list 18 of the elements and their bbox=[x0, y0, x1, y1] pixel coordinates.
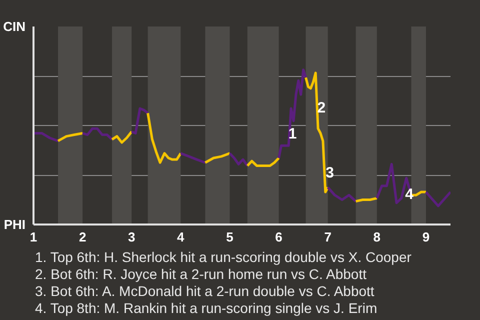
annotation: 3 bbox=[326, 164, 334, 182]
text: PHI bbox=[4, 217, 26, 232]
text: 3. Bot 6th: A. McDonald hit a 2-run double vs C. Abbott bbox=[35, 283, 374, 299]
x-tick-label: 4 bbox=[177, 230, 186, 244]
x-tick-label: 6 bbox=[275, 230, 282, 244]
annotation: 4 bbox=[405, 186, 414, 204]
annotation: 1 bbox=[288, 126, 297, 143]
x-tick-label: 9 bbox=[422, 230, 430, 244]
x-tick-label: 5 bbox=[226, 230, 234, 244]
text: 2. Bot 6th: R. Joyce hit a 2-run home run vs C. Abbott bbox=[35, 266, 367, 282]
text: 4. Top 8th: M. Rankin hit a run-scoring single vs J. Erim bbox=[35, 300, 378, 316]
text: 1. Top 6th: H. Sherlock hit a run-scoring double vs X. Cooper bbox=[35, 249, 412, 265]
x-tick-label: 3 bbox=[128, 230, 136, 244]
x-tick-label: 2 bbox=[78, 230, 86, 244]
x-tick-label: 8 bbox=[373, 230, 381, 244]
x-tick-label: 1 bbox=[30, 230, 38, 244]
x-tick-label: 7 bbox=[324, 230, 332, 244]
text: CIN bbox=[3, 19, 26, 34]
